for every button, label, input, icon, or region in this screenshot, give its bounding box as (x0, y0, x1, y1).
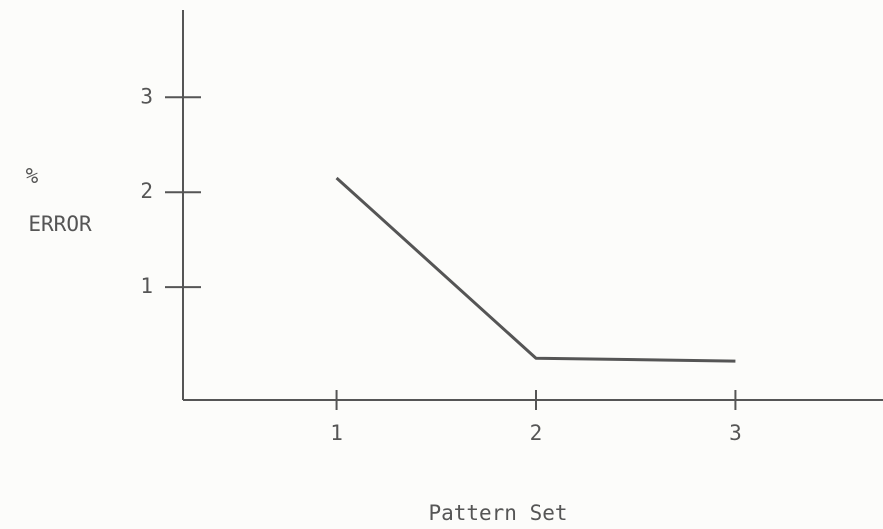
x-tick-label: 2 (530, 421, 543, 445)
y-tick-label: 2 (140, 179, 153, 203)
x-axis-label: Pattern Set (428, 501, 567, 525)
line-series (335, 176, 736, 363)
x-tick-label: 1 (330, 421, 343, 445)
y-tick-label: 3 (140, 84, 153, 108)
y-axis-label: ERROR (28, 212, 92, 236)
y-tick-label: 1 (140, 274, 153, 298)
y-axis-label: % (26, 164, 39, 188)
x-tick-label: 3 (729, 421, 742, 445)
